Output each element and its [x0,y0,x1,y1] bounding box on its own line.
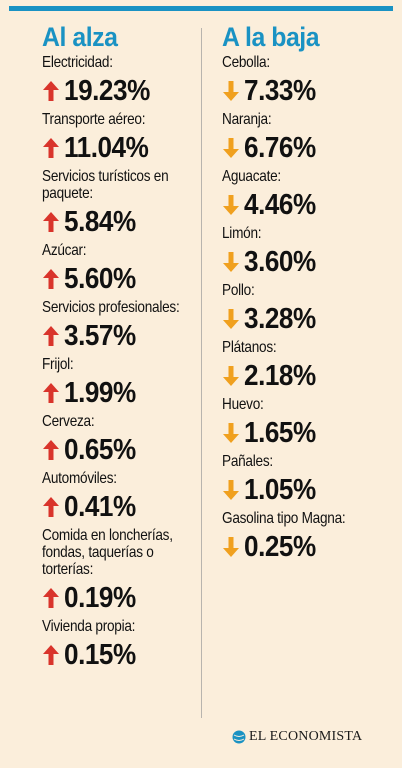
arrow-up-icon [43,497,59,517]
rising-item: Frijol: 1.99% [42,356,192,413]
item-label: Servicios turísticos en paquete: [42,168,169,202]
item-label: Cebolla: [222,54,270,71]
arrow-down-icon [223,423,239,443]
falling-item: Pañales: 1.05% [222,453,387,510]
rising-item: Cerveza: 0.65% [42,413,192,470]
top-accent-bar [9,6,393,11]
falling-column-title: A la baja [222,22,320,52]
arrow-up-icon [43,81,59,101]
item-label: Aguacate: [222,168,281,185]
item-percentage: 11.04% [64,131,149,164]
item-percentage: 5.60% [64,262,136,295]
rising-item: Azúcar: 5.60% [42,242,192,299]
item-label: Vivienda propia: [42,618,136,635]
arrow-down-icon [223,309,239,329]
arrow-up-icon [43,440,59,460]
item-label: Azúcar: [42,242,87,259]
item-percentage: 6.76% [244,131,316,164]
item-percentage: 5.84% [64,205,136,238]
item-percentage: 0.25% [244,530,316,563]
rising-item: Vivienda propia: 0.15% [42,618,192,675]
item-percentage: 0.41% [64,490,136,523]
arrow-down-icon [223,366,239,386]
item-label: Pollo: [222,282,255,299]
falling-item: Pollo: 3.28% [222,282,387,339]
item-percentage: 7.33% [244,74,316,107]
arrow-up-icon [43,645,59,665]
falling-item: Naranja: 6.76% [222,111,387,168]
rising-item: Servicios profesionales: 3.57% [42,299,192,356]
item-percentage: 19.23% [64,74,150,107]
item-label: Gasolina tipo Magna: [222,510,346,527]
item-label: Frijol: [42,356,74,373]
rising-list: Electricidad: 19.23% Transporte aéreo: 11.0… [42,54,192,675]
item-label: Transporte aéreo: [42,111,146,128]
item-label: Naranja: [222,111,272,128]
falling-item: Plátanos: 2.18% [222,339,387,396]
item-label: Automóviles: [42,470,117,487]
arrow-up-icon [43,269,59,289]
arrow-down-icon [223,480,239,500]
publisher-name: EL ECONOMISTA [249,729,363,744]
item-label: Comida en loncherías, fondas, taquerías o… [42,527,173,578]
arrow-down-icon [223,138,239,158]
item-label: Servicios profesionales: [42,299,180,316]
item-percentage: 0.65% [64,433,136,466]
arrow-down-icon [223,252,239,272]
arrow-down-icon [223,537,239,557]
item-percentage: 3.60% [244,245,316,278]
falling-item: Cebolla: 7.33% [222,54,387,111]
falling-item: Limón: 3.60% [222,225,387,282]
falling-prices-column: A la baja Cebolla: 7.33% Naranja: 6.76% Agua… [222,20,387,567]
column-divider [201,28,202,718]
item-label: Huevo: [222,396,264,413]
item-percentage: 3.57% [64,319,136,352]
item-label: Plátanos: [222,339,277,356]
item-percentage: 4.46% [244,188,316,221]
item-percentage: 3.28% [244,302,316,335]
item-percentage: 2.18% [244,359,316,392]
arrow-up-icon [43,138,59,158]
rising-item: Comida en loncherías, fondas, taquerías o… [42,527,192,618]
item-label: Pañales: [222,453,273,470]
arrow-up-icon [43,383,59,403]
rising-column-title: Al alza [42,22,118,52]
item-percentage: 1.65% [244,416,316,449]
falling-list: Cebolla: 7.33% Naranja: 6.76% Aguacate: 4.46%… [222,54,387,567]
item-percentage: 0.15% [64,638,136,671]
rising-item: Electricidad: 19.23% [42,54,192,111]
globe-icon [232,730,246,744]
item-label: Electricidad: [42,54,113,71]
falling-item: Gasolina tipo Magna: 0.25% [222,510,387,567]
item-label: Cerveza: [42,413,95,430]
falling-item: Aguacate: 4.46% [222,168,387,225]
item-percentage: 1.99% [64,376,136,409]
rising-item: Transporte aéreo: 11.04% [42,111,192,168]
item-label: Limón: [222,225,262,242]
rising-prices-column: Al alza Electricidad: 19.23% Transporte aé… [42,20,192,675]
item-percentage: 0.19% [64,581,136,614]
arrow-down-icon [223,81,239,101]
arrow-down-icon [223,195,239,215]
arrow-up-icon [43,588,59,608]
rising-item: Servicios turísticos en paquete: 5.84% [42,168,192,242]
arrow-up-icon [43,326,59,346]
publisher-logo: EL ECONOMISTA [232,729,362,745]
rising-item: Automóviles: 0.41% [42,470,192,527]
arrow-up-icon [43,212,59,232]
falling-item: Huevo: 1.65% [222,396,387,453]
item-percentage: 1.05% [244,473,316,506]
